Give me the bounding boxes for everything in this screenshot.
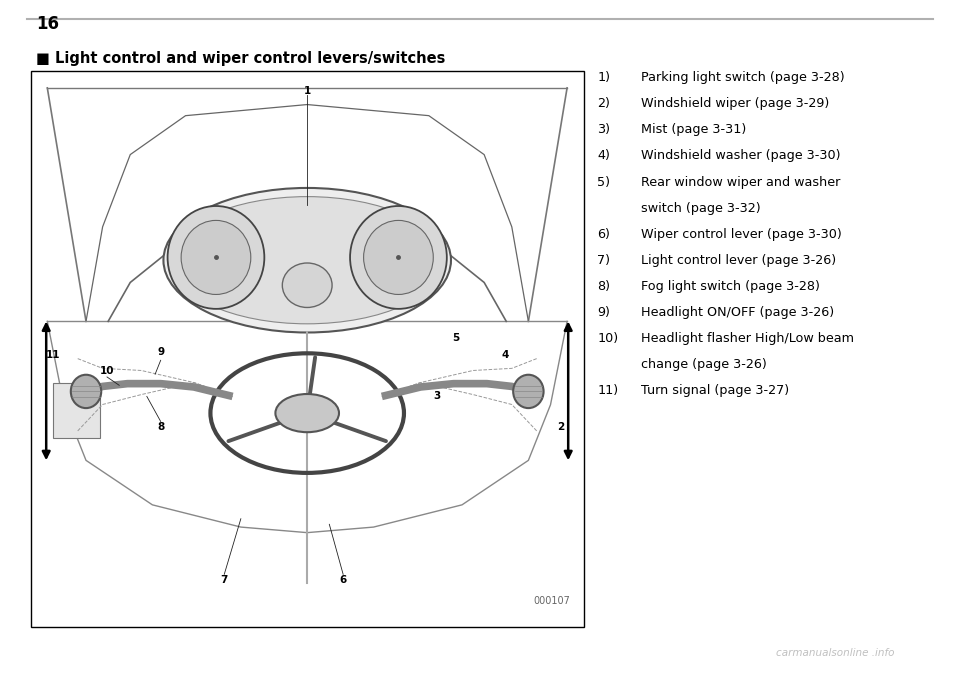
Text: carmanualsonline .info: carmanualsonline .info xyxy=(776,647,895,658)
Text: Windshield washer (page 3-30): Windshield washer (page 3-30) xyxy=(641,149,841,163)
Ellipse shape xyxy=(71,375,101,408)
Ellipse shape xyxy=(163,188,451,332)
Text: 11): 11) xyxy=(597,384,618,397)
Text: 10): 10) xyxy=(597,332,618,345)
Ellipse shape xyxy=(514,375,543,408)
Text: 000107: 000107 xyxy=(533,596,570,606)
Text: Headlight ON/OFF (page 3-26): Headlight ON/OFF (page 3-26) xyxy=(641,306,834,319)
Text: Mist (page 3-31): Mist (page 3-31) xyxy=(641,123,747,136)
Text: 11: 11 xyxy=(45,350,60,360)
Ellipse shape xyxy=(168,206,264,309)
Ellipse shape xyxy=(181,220,251,294)
Text: 1): 1) xyxy=(597,71,611,84)
Text: 8: 8 xyxy=(157,422,164,432)
Text: switch (page 3-32): switch (page 3-32) xyxy=(641,202,761,215)
FancyBboxPatch shape xyxy=(31,71,584,627)
Ellipse shape xyxy=(282,263,332,308)
Text: Fog light switch (page 3-28): Fog light switch (page 3-28) xyxy=(641,280,820,293)
Ellipse shape xyxy=(171,197,444,324)
Text: 2): 2) xyxy=(597,98,610,111)
Text: 9): 9) xyxy=(597,306,610,319)
Text: Wiper control lever (page 3-30): Wiper control lever (page 3-30) xyxy=(641,228,842,241)
Text: 10: 10 xyxy=(100,366,114,376)
Text: 3: 3 xyxy=(434,391,441,401)
Text: 6): 6) xyxy=(597,228,610,241)
Text: Rear window wiper and washer: Rear window wiper and washer xyxy=(641,176,841,188)
Text: ■ Light control and wiper control levers/switches: ■ Light control and wiper control levers… xyxy=(36,51,445,66)
FancyBboxPatch shape xyxy=(53,382,100,438)
Text: 1: 1 xyxy=(303,85,311,96)
Text: 4: 4 xyxy=(501,350,509,360)
Text: Windshield wiper (page 3-29): Windshield wiper (page 3-29) xyxy=(641,98,829,111)
Text: 9: 9 xyxy=(157,347,164,357)
Text: 3): 3) xyxy=(597,123,611,136)
Ellipse shape xyxy=(276,394,339,432)
Text: 6: 6 xyxy=(340,575,347,585)
Text: 7): 7) xyxy=(597,254,611,267)
Text: Parking light switch (page 3-28): Parking light switch (page 3-28) xyxy=(641,71,845,84)
Ellipse shape xyxy=(350,206,446,309)
Text: 7: 7 xyxy=(221,575,228,585)
Ellipse shape xyxy=(364,220,433,294)
Text: 2: 2 xyxy=(557,422,564,432)
Text: 16: 16 xyxy=(36,15,60,33)
Text: 5): 5) xyxy=(597,176,611,188)
Text: 4): 4) xyxy=(597,149,610,163)
Text: Headlight flasher High/Low beam: Headlight flasher High/Low beam xyxy=(641,332,854,345)
Text: 5: 5 xyxy=(452,333,459,343)
Text: change (page 3-26): change (page 3-26) xyxy=(641,358,767,372)
Text: Turn signal (page 3-27): Turn signal (page 3-27) xyxy=(641,384,789,397)
Text: Light control lever (page 3-26): Light control lever (page 3-26) xyxy=(641,254,836,267)
Text: 8): 8) xyxy=(597,280,611,293)
